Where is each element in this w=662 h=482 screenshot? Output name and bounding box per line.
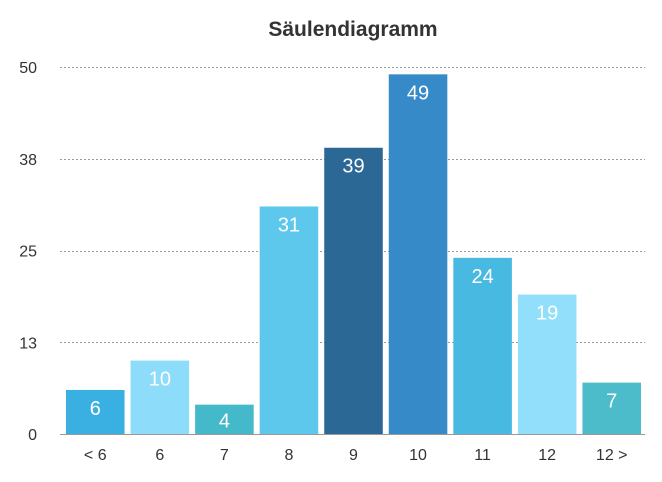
y-tick-label: 13 xyxy=(19,335,37,352)
y-tick-label: 25 xyxy=(19,244,37,261)
x-tick-label: 12 xyxy=(538,447,556,464)
y-tick-label: 38 xyxy=(19,152,37,169)
bar xyxy=(66,389,125,434)
x-tick-label: 9 xyxy=(349,447,358,464)
data-label: 49 xyxy=(407,82,429,104)
bar xyxy=(453,257,512,434)
x-tick-label: 6 xyxy=(155,447,164,464)
data-label: 39 xyxy=(342,156,364,178)
x-tick-label: < 6 xyxy=(84,447,107,464)
x-tick-label: 11 xyxy=(474,447,491,464)
x-tick-label: 10 xyxy=(409,447,427,464)
x-tick-label: 12 > xyxy=(596,447,628,464)
bar xyxy=(517,294,577,434)
y-tick-label: 50 xyxy=(19,60,37,77)
x-tick-label: 7 xyxy=(220,447,229,464)
data-labels: 6 10 4 31 39 49 24 19 7 xyxy=(90,82,618,432)
y-axis-ticks: 0 13 25 38 50 xyxy=(19,60,37,444)
data-label: 6 xyxy=(90,398,101,420)
data-label: 10 xyxy=(149,369,171,391)
chart-title: Säulendiagramm xyxy=(268,18,438,41)
data-label: 7 xyxy=(606,391,617,413)
bar xyxy=(130,360,190,434)
y-tick-label: 0 xyxy=(28,427,37,444)
data-label: 4 xyxy=(219,410,230,432)
x-tick-label: 8 xyxy=(284,447,293,464)
bar xyxy=(324,147,383,435)
data-label: 24 xyxy=(471,266,493,288)
bar xyxy=(388,74,448,434)
bar xyxy=(195,404,254,434)
bars xyxy=(66,74,641,435)
data-label: 31 xyxy=(278,214,300,236)
x-axis-ticks: < 6 6 7 8 9 10 11 12 12 > xyxy=(84,447,628,464)
data-label: 19 xyxy=(536,303,558,325)
bar xyxy=(582,382,641,434)
bar xyxy=(259,206,319,434)
